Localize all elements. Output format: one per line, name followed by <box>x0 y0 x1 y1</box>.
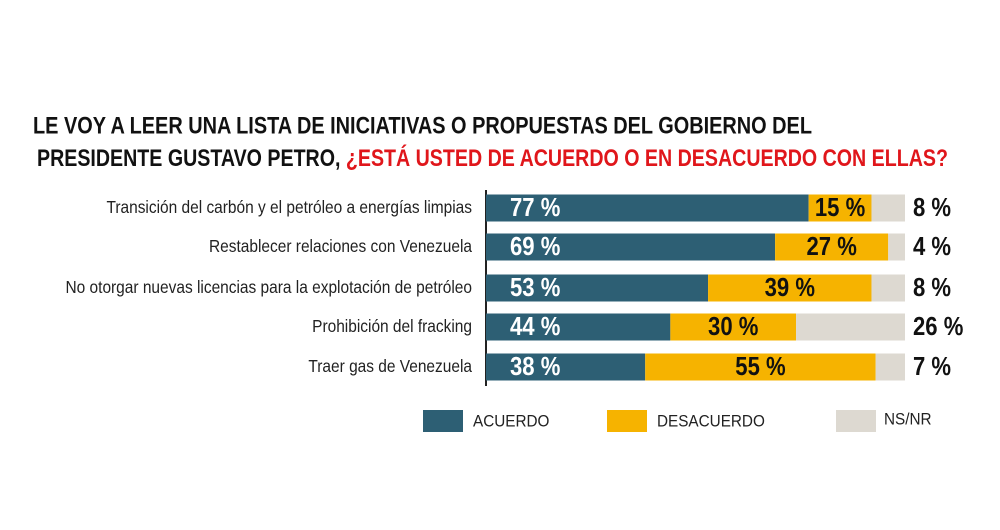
bar-segment <box>808 194 872 222</box>
legend-label: ACUERDO <box>473 412 549 431</box>
value-label: 53 % <box>510 273 560 302</box>
value-label: 55 % <box>735 352 785 381</box>
chart-title: PRESIDENTE GUSTAVO PETRO, ¿ESTÁ USTED DE… <box>37 144 948 172</box>
value-label: 69 % <box>510 232 560 261</box>
category-label: Restablecer relaciones con Venezuela <box>209 236 473 256</box>
value-label: 30 % <box>708 312 758 341</box>
legend-swatch <box>423 410 463 432</box>
value-label: 8 % <box>913 273 951 302</box>
bar-segment <box>670 313 797 341</box>
chart-title: PRESIDENTE GUSTAVO PETRO, <box>37 145 340 172</box>
category-label: Traer gas de Venezuela <box>308 356 472 376</box>
bar-segment <box>796 313 905 341</box>
legend-swatch <box>607 410 647 432</box>
legend-label: DESACUERDO <box>657 412 765 431</box>
bar-segment <box>775 233 889 261</box>
category-label: Transición del carbón y el petróleo a en… <box>106 197 472 217</box>
bar-segment <box>888 233 905 261</box>
value-label: 39 % <box>765 273 815 302</box>
value-label: 38 % <box>510 352 560 381</box>
bar-segment <box>486 313 671 341</box>
value-label: 77 % <box>510 193 560 222</box>
chart-question: ¿ESTÁ USTED DE ACUERDO O EN DESACUERDO C… <box>346 144 948 172</box>
bar-segment <box>486 353 646 381</box>
value-label: 44 % <box>510 312 560 341</box>
value-label: 26 % <box>913 312 963 341</box>
bar-segment <box>645 353 876 381</box>
category-label: Prohibición del fracking <box>312 316 472 336</box>
bar-segment <box>871 194 905 222</box>
value-label: 8 % <box>913 193 951 222</box>
legend-label: NS/NR <box>884 410 932 429</box>
value-label: 15 % <box>815 193 865 222</box>
value-label: 7 % <box>913 352 951 381</box>
category-label: No otorgar nuevas licencias para la expl… <box>65 277 472 297</box>
value-label: 27 % <box>807 232 857 261</box>
value-label: 4 % <box>913 232 951 261</box>
bar-segment <box>708 274 872 302</box>
bar-segment <box>486 274 709 302</box>
chart-title: LE VOY A LEER UNA LISTA DE INICIATIVAS O… <box>33 112 812 139</box>
legend-swatch <box>836 410 876 432</box>
bar-segment <box>486 233 776 261</box>
bar-segment <box>486 194 809 222</box>
bar-segment <box>871 274 905 302</box>
bar-segment <box>875 353 905 381</box>
